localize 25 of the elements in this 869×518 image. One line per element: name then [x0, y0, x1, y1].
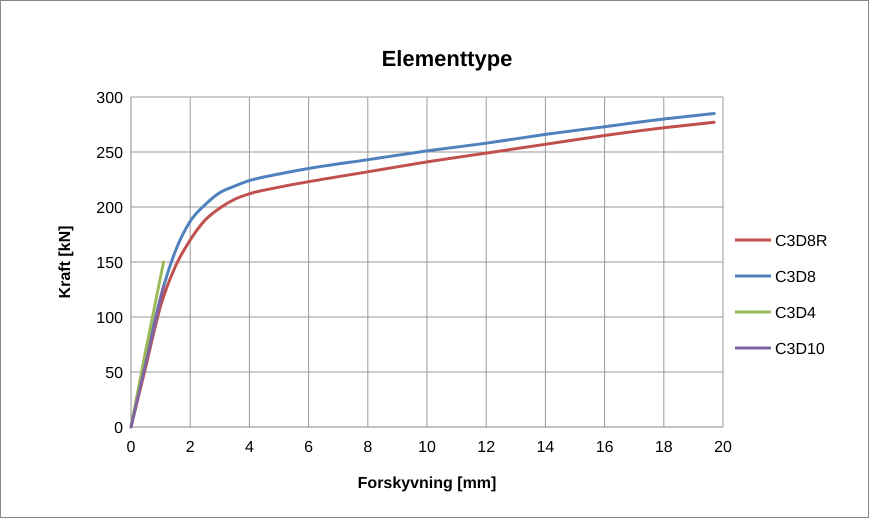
x-tick-label: 12 — [477, 439, 496, 456]
y-tick-label: 50 — [105, 365, 124, 382]
y-tick-label: 150 — [96, 255, 124, 272]
legend-label: C3D10 — [775, 341, 825, 358]
x-tick-label: 14 — [536, 439, 554, 456]
chart-title: Elementtype — [382, 46, 512, 71]
y-axis-title: Kraft [kN] — [57, 226, 74, 298]
x-tick-label: 10 — [418, 439, 436, 456]
legend-label: C3D8R — [775, 233, 828, 250]
y-tick-label: 250 — [96, 145, 124, 162]
legend-label: C3D8 — [775, 269, 816, 286]
x-tick-label: 8 — [363, 439, 372, 456]
x-tick-label: 16 — [596, 439, 614, 456]
legend-label: C3D4 — [775, 305, 816, 322]
x-axis-title: Forskyvning [mm] — [358, 475, 496, 492]
x-tick-label: 2 — [186, 439, 195, 456]
y-tick-label: 200 — [96, 200, 124, 217]
y-tick-label: 300 — [96, 90, 124, 107]
x-tick-label: 0 — [126, 439, 136, 456]
x-tick-label: 20 — [714, 439, 732, 456]
x-tick-label: 6 — [304, 439, 314, 456]
y-tick-label: 0 — [114, 420, 124, 437]
x-tick-label: 18 — [654, 439, 673, 456]
y-tick-label: 100 — [96, 310, 124, 327]
x-tick-label: 4 — [244, 439, 254, 456]
